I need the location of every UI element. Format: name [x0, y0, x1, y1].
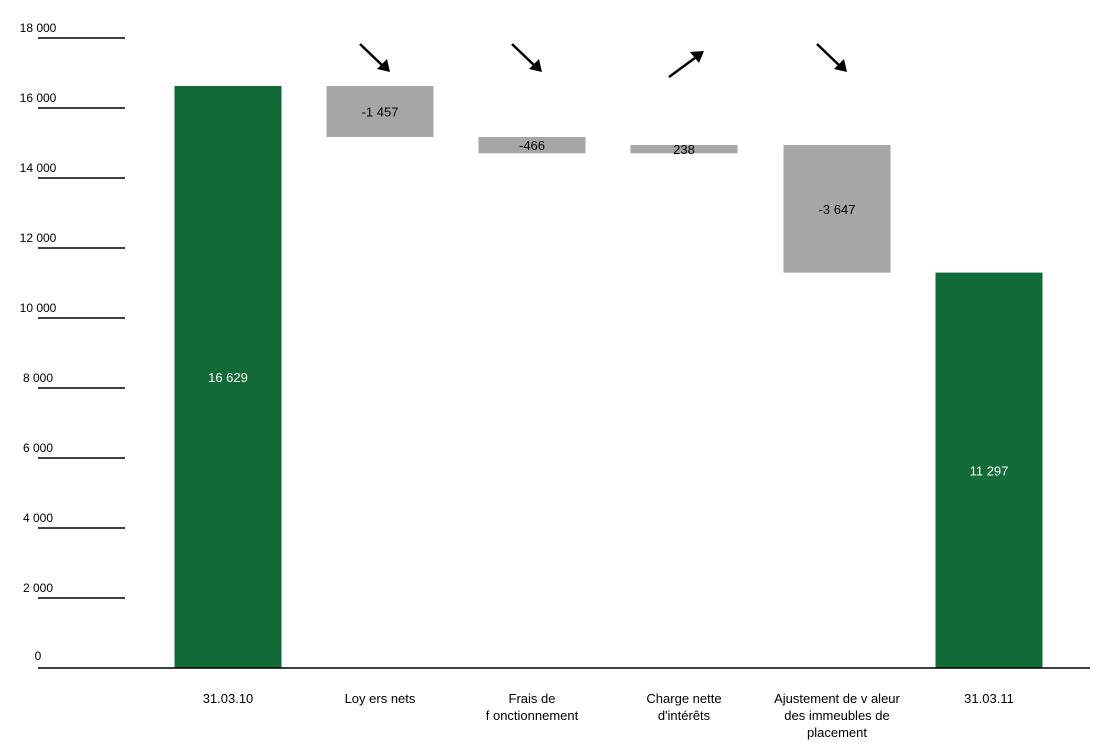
arrow-head — [529, 59, 542, 72]
bars-group — [174, 85, 1043, 669]
category-label: Frais de f onctionnement — [486, 691, 579, 723]
category-label-line: f onctionnement — [486, 708, 579, 723]
arrow-head — [690, 51, 704, 63]
trend-arrows — [359, 43, 847, 79]
category-label: Ajustement de v aleur des immeubles de pla… — [774, 691, 900, 740]
category-label-line: Frais de — [509, 691, 556, 706]
y-tick-label: 0 — [35, 649, 42, 663]
bar-value-label: 16 629 — [208, 370, 248, 385]
y-tick-label: 10 000 — [20, 301, 57, 315]
category-label: 31.03.10 — [203, 691, 254, 706]
delta-bar — [326, 85, 434, 137]
bar-value-label: 11 297 — [970, 463, 1009, 478]
bar-value-label: 238 — [673, 142, 695, 157]
delta-bar — [630, 144, 738, 154]
y-tick-label: 8 000 — [23, 371, 53, 385]
category-label-line: placement — [807, 725, 867, 740]
category-label: Loy ers nets — [345, 691, 416, 706]
category-label-line: Loy ers nets — [345, 691, 416, 706]
value-labels: 16 629 -1 457 -466 238 -3 647 11 297 — [208, 104, 1008, 478]
arrow-head — [834, 59, 847, 72]
arrow-up-right-icon — [668, 53, 700, 79]
y-axis: 0 2 000 4 000 6 000 8 000 10 000 12 000 14 000 1… — [20, 21, 125, 663]
delta-bar — [783, 144, 891, 273]
category-label-line: des immeubles de — [784, 708, 890, 723]
y-tick-label: 2 000 — [23, 581, 53, 595]
bar-value-label: -466 — [519, 138, 545, 153]
y-tick-label: 4 000 — [23, 511, 53, 525]
arrow-head — [377, 59, 390, 72]
total-bar — [935, 272, 1043, 668]
y-tick-label: 18 000 — [20, 21, 57, 35]
bar-value-label: -3 647 — [819, 202, 856, 217]
y-tick-label: 16 000 — [20, 91, 57, 105]
bar-value-label: -1 457 — [362, 104, 399, 119]
y-tick-label: 6 000 — [23, 441, 53, 455]
category-labels: 31.03.10 Loy ers nets Frais de f onctionnem… — [203, 691, 1014, 740]
y-tick-label: 12 000 — [20, 231, 57, 245]
category-label-line: Charge nette — [646, 691, 721, 706]
category-label-line: Ajustement de v aleur — [774, 691, 900, 706]
category-label-line: 31.03.10 — [203, 691, 254, 706]
category-label-line: 31.03.11 — [964, 691, 1014, 706]
category-label: 31.03.11 — [964, 691, 1014, 706]
y-tick-label: 14 000 — [20, 161, 57, 175]
category-label-line: d'intérêts — [658, 708, 711, 723]
category-label: Charge nette d'intérêts — [646, 691, 721, 723]
delta-bar — [478, 136, 586, 154]
total-bar — [174, 85, 282, 669]
